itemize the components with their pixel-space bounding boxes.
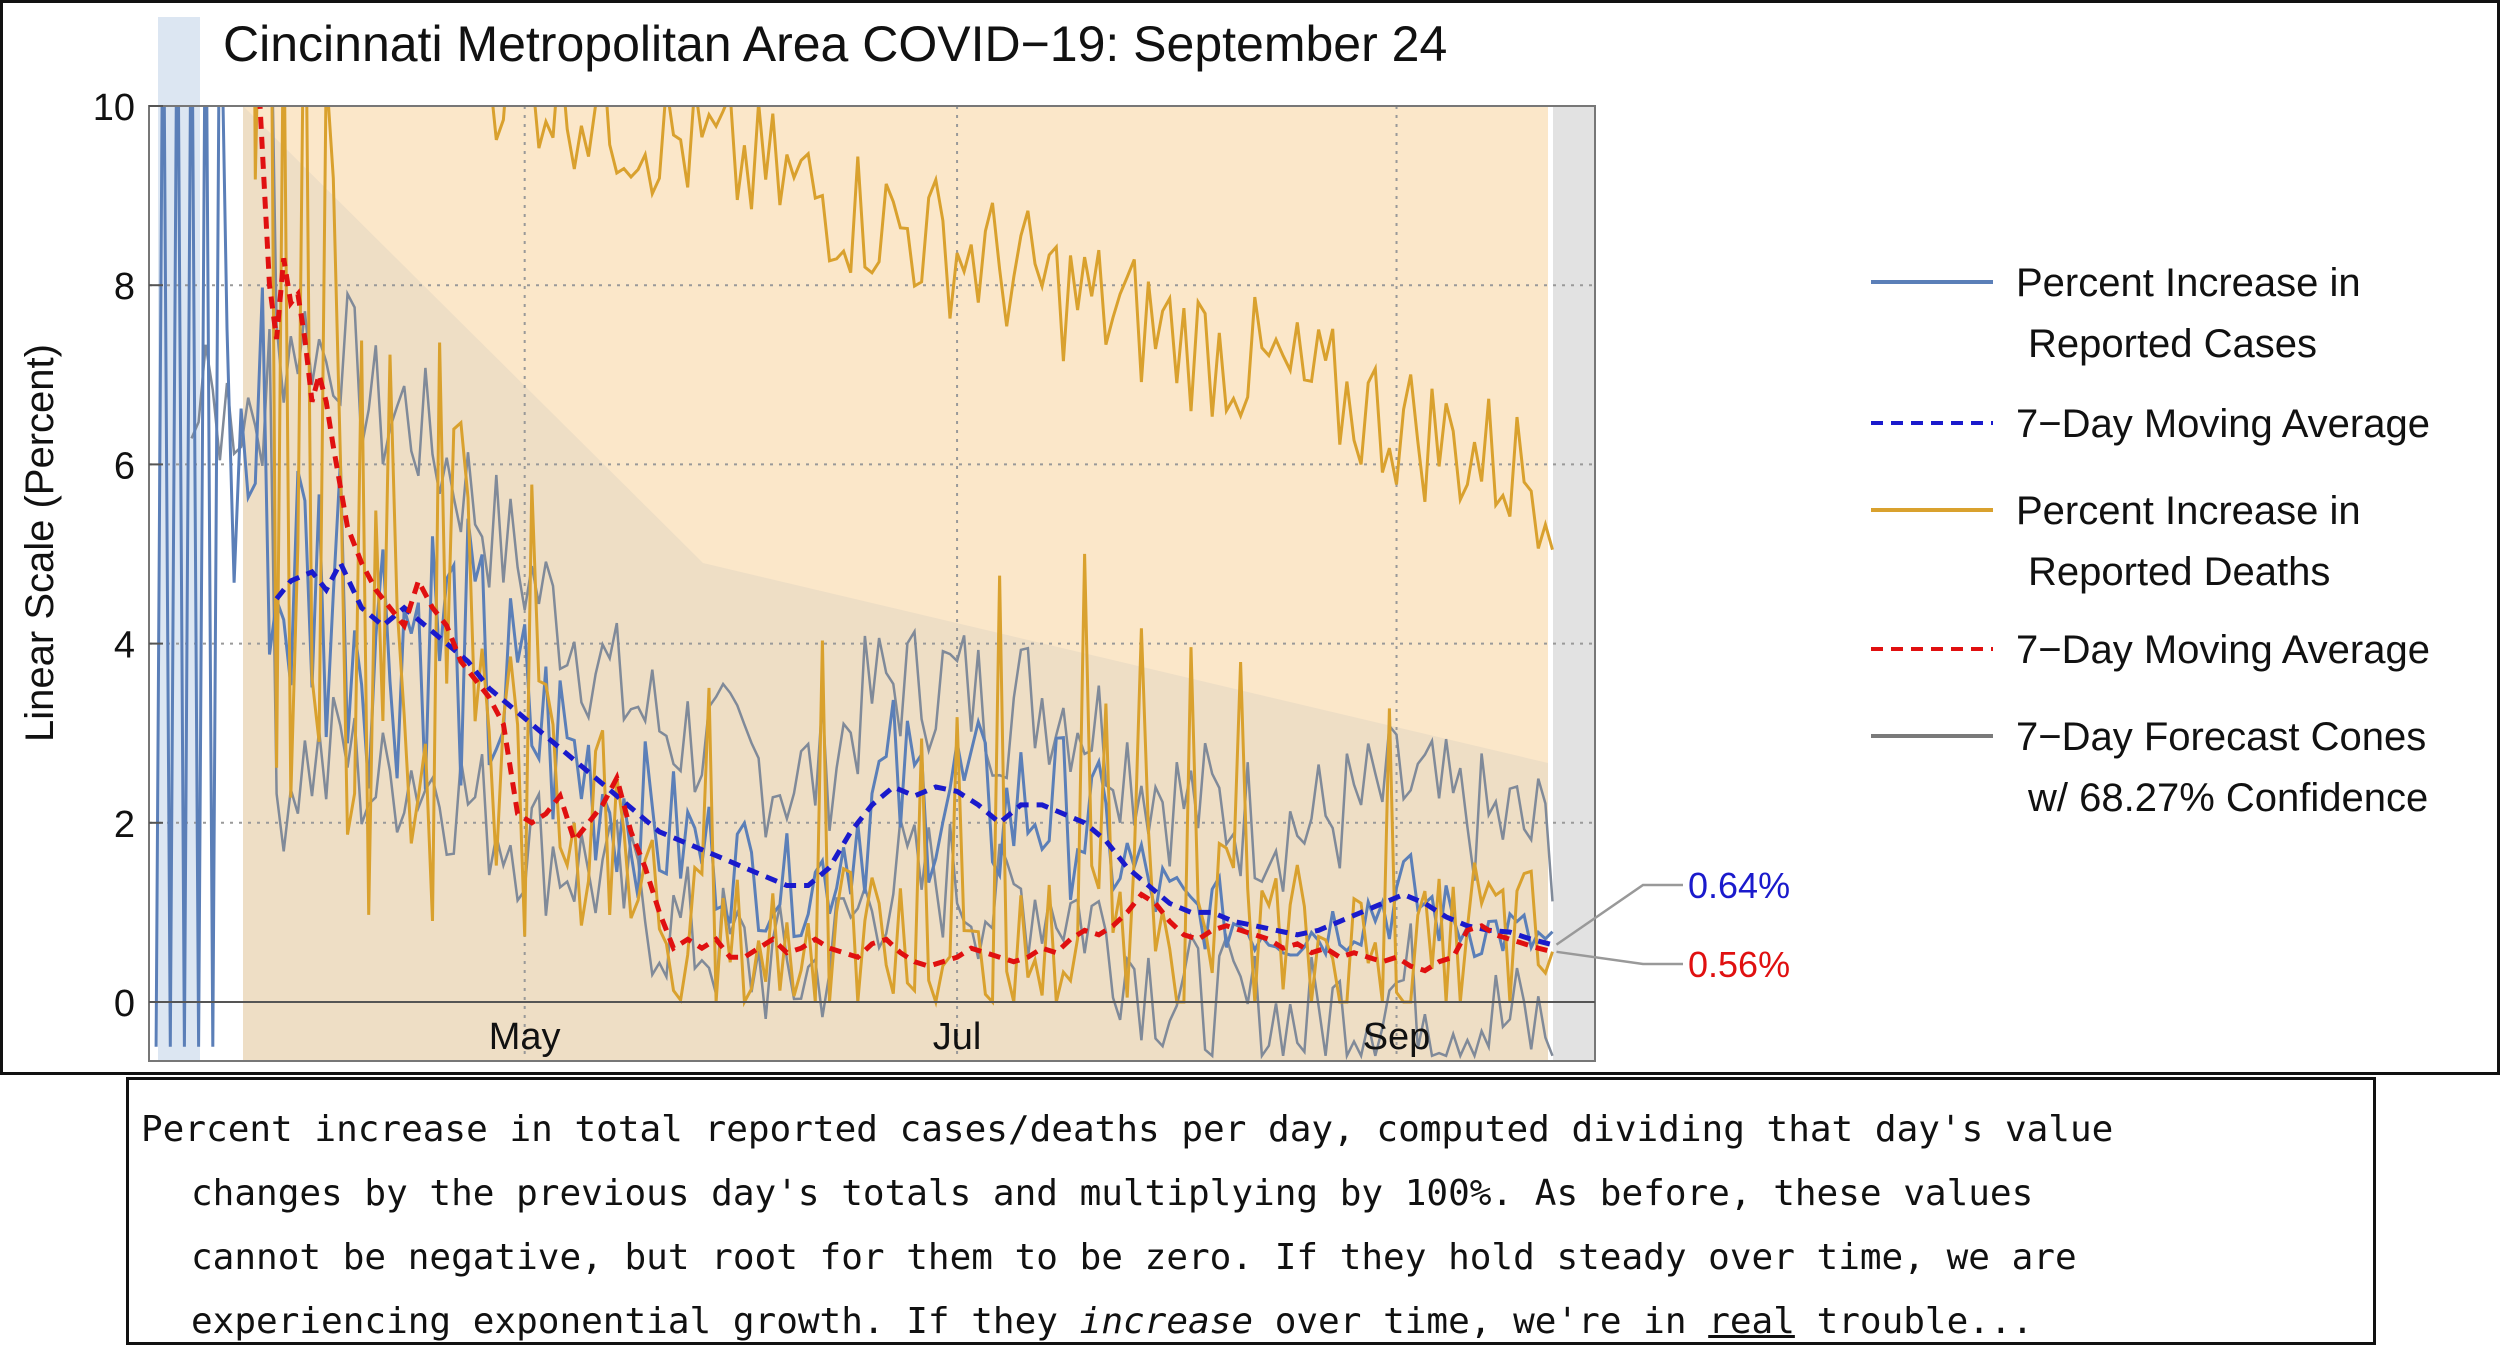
raw-series-lines — [154, 106, 1554, 1061]
annotation-cases-label: 0.64% — [1688, 865, 1790, 906]
forecast-band — [1553, 106, 1595, 1061]
forecast-lower-line — [190, 329, 1554, 1061]
cases-moving-average-line — [274, 557, 1554, 948]
axes: 0 2 4 6 8 10 May Jul Sep — [93, 87, 1596, 1062]
y-tick-label-6: 6 — [114, 445, 135, 487]
deaths-range-band — [243, 106, 1548, 1061]
y-axis-label: Linear Scale (Percent) — [18, 344, 62, 742]
x-tick-label-may: May — [489, 1016, 561, 1058]
legend-label-0: Percent Increase in — [2016, 261, 2361, 305]
x-tick-label-sep: Sep — [1363, 1016, 1431, 1058]
annotation-cases-leader — [1555, 883, 1683, 946]
x-tick-label-jul: Jul — [933, 1016, 982, 1058]
forecast-upper-line — [271, 106, 1554, 902]
caption-line-3: cannot be negative, but root for them to… — [191, 1237, 2077, 1278]
caption-line-4-a: experiencing exponential growth. If they — [191, 1301, 1080, 1342]
deaths-moving-average-line — [257, 106, 1554, 974]
caption-emphasis: increase — [1079, 1301, 1254, 1342]
y-tick-label-2: 2 — [114, 804, 135, 846]
caption-line-4-c: trouble... — [1794, 1301, 2034, 1342]
legend: Percent Increase in Reported Cases 7−Day M… — [1871, 261, 2430, 820]
annotation-deaths-label: 0.56% — [1688, 944, 1790, 985]
legend-label-4-line2: w/ 68.27% Confidence — [2027, 776, 2428, 820]
caption-line-4: experiencing exponential growth. If they… — [141, 1290, 2373, 1354]
deaths-upper-cone-line — [491, 106, 1554, 551]
caption-underline: real — [1708, 1301, 1795, 1342]
caption-line-4-b: over time, we're in — [1253, 1301, 1709, 1342]
moving-average-lines — [257, 106, 1554, 974]
chart-svg: 0 2 4 6 8 10 May Jul Sep Percent Increase in Repo… — [18, 16, 2430, 1062]
y-tick-label-4: 4 — [114, 625, 135, 667]
legend-label-2: Percent Increase in — [2016, 489, 2361, 533]
legend-label-0-line2: Reported Cases — [2028, 322, 2317, 366]
y-tick-label-0: 0 — [114, 983, 135, 1025]
caption-line-2: changes by the previous day's totals and… — [191, 1173, 2034, 1214]
y-tick-label-10: 10 — [93, 87, 135, 129]
annotation-deaths-leader — [1556, 950, 1683, 966]
chart-frame: 0 2 4 6 8 10 May Jul Sep Percent Increase in Repo… — [0, 0, 2500, 1075]
y-tick-label-8: 8 — [114, 266, 135, 308]
chart-title: Cincinnati Metropolitan Area COVID−19: S… — [223, 16, 1447, 72]
end-annotations: 0.64% 0.56% — [1555, 865, 1790, 985]
caption-line-1: Percent increase in total reported cases… — [141, 1109, 2114, 1150]
cases-raw-line — [154, 106, 1554, 1047]
legend-label-3: 7−Day Moving Average — [2016, 628, 2430, 672]
deaths-raw-line — [253, 106, 1554, 1008]
caption-box: Percent increase in total reported cases… — [126, 1077, 2376, 1345]
legend-label-2-line2: Reported Deaths — [2028, 550, 2330, 594]
legend-label-1: 7−Day Moving Average — [2016, 402, 2430, 446]
plot-frame — [148, 105, 1596, 1062]
legend-label-4: 7−Day Forecast Cones — [2016, 715, 2426, 759]
